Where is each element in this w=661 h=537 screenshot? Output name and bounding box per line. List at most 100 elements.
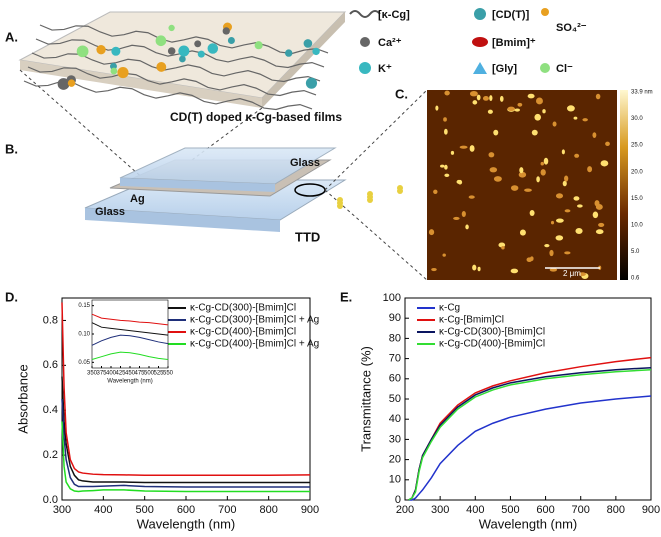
- grain: [575, 228, 583, 235]
- glass-side: [120, 178, 275, 192]
- grain: [450, 150, 455, 155]
- grain: [595, 204, 603, 210]
- particle: [227, 37, 235, 45]
- icon: [472, 37, 488, 47]
- particle: [57, 78, 70, 90]
- x-tick-label: 500: [144, 371, 155, 377]
- x-tick-label: 300: [431, 504, 449, 516]
- x-axis-title: Wavelength (nm): [479, 516, 578, 531]
- schematic: [18, 8, 628, 281]
- legend-text: Cl⁻: [556, 63, 573, 75]
- grain: [499, 95, 504, 102]
- grain: [566, 105, 575, 112]
- grain: [564, 175, 569, 182]
- grain: [444, 128, 448, 135]
- particle: [111, 46, 121, 56]
- grain: [510, 185, 519, 191]
- y-tick-label: 90: [389, 312, 401, 324]
- label: Glass: [290, 157, 320, 169]
- x-tick-label: 700: [572, 504, 590, 516]
- film-side: [20, 60, 262, 108]
- colorbar-label: 25.0: [631, 143, 643, 149]
- grain: [517, 102, 523, 107]
- particle: [312, 47, 320, 56]
- dot: [367, 197, 373, 203]
- grain: [514, 108, 520, 112]
- particle: [67, 79, 76, 87]
- grain: [444, 90, 450, 96]
- particle: [156, 62, 167, 72]
- zoom-line: [324, 189, 428, 281]
- series-line: [408, 366, 652, 501]
- grain: [453, 216, 460, 220]
- grain: [442, 253, 446, 257]
- x-tick-label: 550: [163, 371, 174, 377]
- glass-side: [85, 208, 280, 232]
- grain: [444, 173, 450, 178]
- x-tick-label: 400: [106, 371, 117, 377]
- x-tick-label: 350: [87, 371, 98, 377]
- y-tick-label: 70: [389, 353, 401, 365]
- grain: [600, 160, 609, 167]
- grain: [443, 117, 447, 122]
- x-tick-label: 600: [177, 504, 195, 516]
- particle: [222, 27, 230, 35]
- grain: [574, 153, 580, 158]
- colorbar-label: 5.0: [631, 249, 640, 255]
- grain: [428, 229, 435, 236]
- x-axis-title: Wavelength (nm): [137, 516, 236, 531]
- y-tick-label: 0: [395, 494, 401, 506]
- particle: [168, 24, 175, 32]
- grain: [524, 188, 532, 192]
- label: Ag: [130, 193, 145, 205]
- x-tick-label: 400: [466, 504, 484, 516]
- particle: [194, 40, 202, 48]
- y-tick-label: 60: [389, 373, 401, 385]
- y-tick-label: 0.2: [43, 449, 58, 461]
- zoom-line: [19, 69, 146, 181]
- particle: [179, 55, 186, 63]
- y-tick-label: 100: [383, 292, 401, 304]
- particle: [155, 35, 167, 47]
- grain: [507, 106, 515, 112]
- grain: [582, 118, 588, 122]
- grain: [555, 193, 564, 199]
- film-side: [262, 12, 345, 108]
- grain: [488, 152, 495, 158]
- y-tick-label: 20: [389, 454, 401, 466]
- legend-label: κ-Cg-CD(400)-[Bmim]Cl: [439, 339, 545, 350]
- legend-label: κ-Cg-[Bmim]Cl: [439, 315, 504, 326]
- y-tick-label: 0.6: [43, 359, 58, 371]
- colorbar: [620, 90, 628, 280]
- colorbar-label: 15.0: [631, 196, 643, 202]
- y-tick-label: 0.15: [78, 303, 90, 309]
- legend-text: K⁺: [378, 63, 392, 75]
- x-tick-label: 475: [134, 371, 145, 377]
- series-line: [408, 368, 652, 501]
- particle: [96, 45, 106, 55]
- particle: [207, 43, 219, 54]
- x-tick-label: 600: [536, 504, 554, 516]
- grain: [433, 189, 438, 194]
- grain: [487, 109, 493, 114]
- grain: [530, 256, 534, 261]
- grain: [469, 145, 475, 152]
- grain: [519, 167, 524, 174]
- grain: [536, 176, 540, 183]
- panel-label: B.: [5, 141, 18, 156]
- y-tick-label: 0.4: [43, 404, 58, 416]
- icon: [359, 62, 371, 74]
- grain: [561, 149, 565, 155]
- legend-label: κ-Cg-CD(300)-[Bmim]Cl: [190, 303, 296, 314]
- grain: [461, 211, 466, 217]
- x-tick-label: 500: [501, 504, 519, 516]
- legend-label: κ-Cg: [439, 303, 460, 314]
- grain: [469, 90, 478, 97]
- chain: [39, 24, 329, 55]
- particle: [167, 47, 176, 55]
- y-tick-label: 80: [389, 332, 401, 344]
- series-line: [91, 322, 169, 336]
- grain: [564, 209, 571, 213]
- grain: [477, 266, 481, 272]
- x-tick-label: 425: [115, 371, 126, 377]
